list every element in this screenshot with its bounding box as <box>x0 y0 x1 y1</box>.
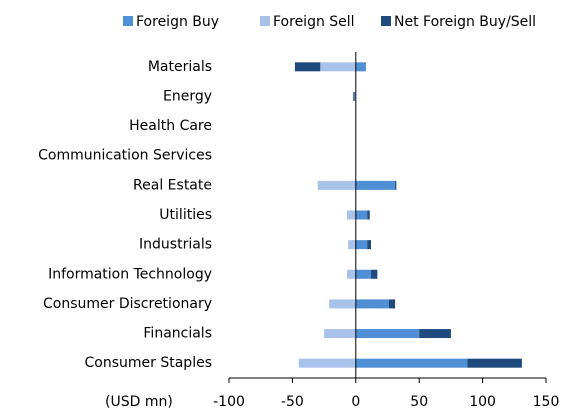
x-tick-label: -100 <box>213 394 245 409</box>
y-tick-label: Health Care <box>129 118 212 134</box>
x-axis-label: (USD mn) <box>105 394 173 409</box>
bar <box>355 210 368 220</box>
bar <box>355 269 372 279</box>
bar <box>317 180 356 190</box>
bar <box>355 62 366 72</box>
bar <box>324 329 356 339</box>
bar <box>367 240 372 250</box>
bar <box>354 91 356 101</box>
bar <box>298 358 356 368</box>
y-tick-label: Consumer Staples <box>85 355 212 371</box>
bar <box>348 240 356 250</box>
y-tick-label: Energy <box>163 88 212 104</box>
y-tick-label: Communication Services <box>38 148 212 164</box>
bar <box>346 269 356 279</box>
y-tick-label: Information Technology <box>48 266 212 282</box>
y-tick-label: Materials <box>148 59 212 75</box>
bar <box>355 329 420 339</box>
x-tick-label: 0 <box>351 394 360 409</box>
bar <box>367 210 370 220</box>
bar <box>419 329 451 339</box>
bar <box>329 299 356 309</box>
bar <box>355 299 389 309</box>
bar <box>388 299 396 309</box>
x-tick-label: 150 <box>533 394 560 409</box>
y-tick-label: Utilities <box>159 207 212 223</box>
bar <box>371 269 378 279</box>
y-tick-label: Consumer Discretionary <box>43 296 212 312</box>
y-tick-label: Real Estate <box>133 177 212 193</box>
legend-swatch <box>260 16 270 26</box>
bar <box>320 62 356 72</box>
x-tick-label: -50 <box>281 394 304 409</box>
y-tick-label: Financials <box>143 326 212 342</box>
x-tick-label: 100 <box>469 394 496 409</box>
bar <box>467 358 522 368</box>
bar <box>355 358 468 368</box>
legend-label: Foreign Buy <box>136 14 219 30</box>
y-tick-label: Industrials <box>139 237 212 253</box>
bar <box>395 180 397 190</box>
bar <box>355 180 396 190</box>
bar <box>353 91 355 101</box>
legend-label: Net Foreign Buy/Sell <box>394 14 536 30</box>
legend-label: Foreign Sell <box>273 14 355 30</box>
bar <box>346 210 356 220</box>
legend-swatch <box>123 16 133 26</box>
bar <box>355 240 368 250</box>
legend-swatch <box>381 16 391 26</box>
x-tick-label: 50 <box>410 394 428 409</box>
bar <box>294 62 321 72</box>
